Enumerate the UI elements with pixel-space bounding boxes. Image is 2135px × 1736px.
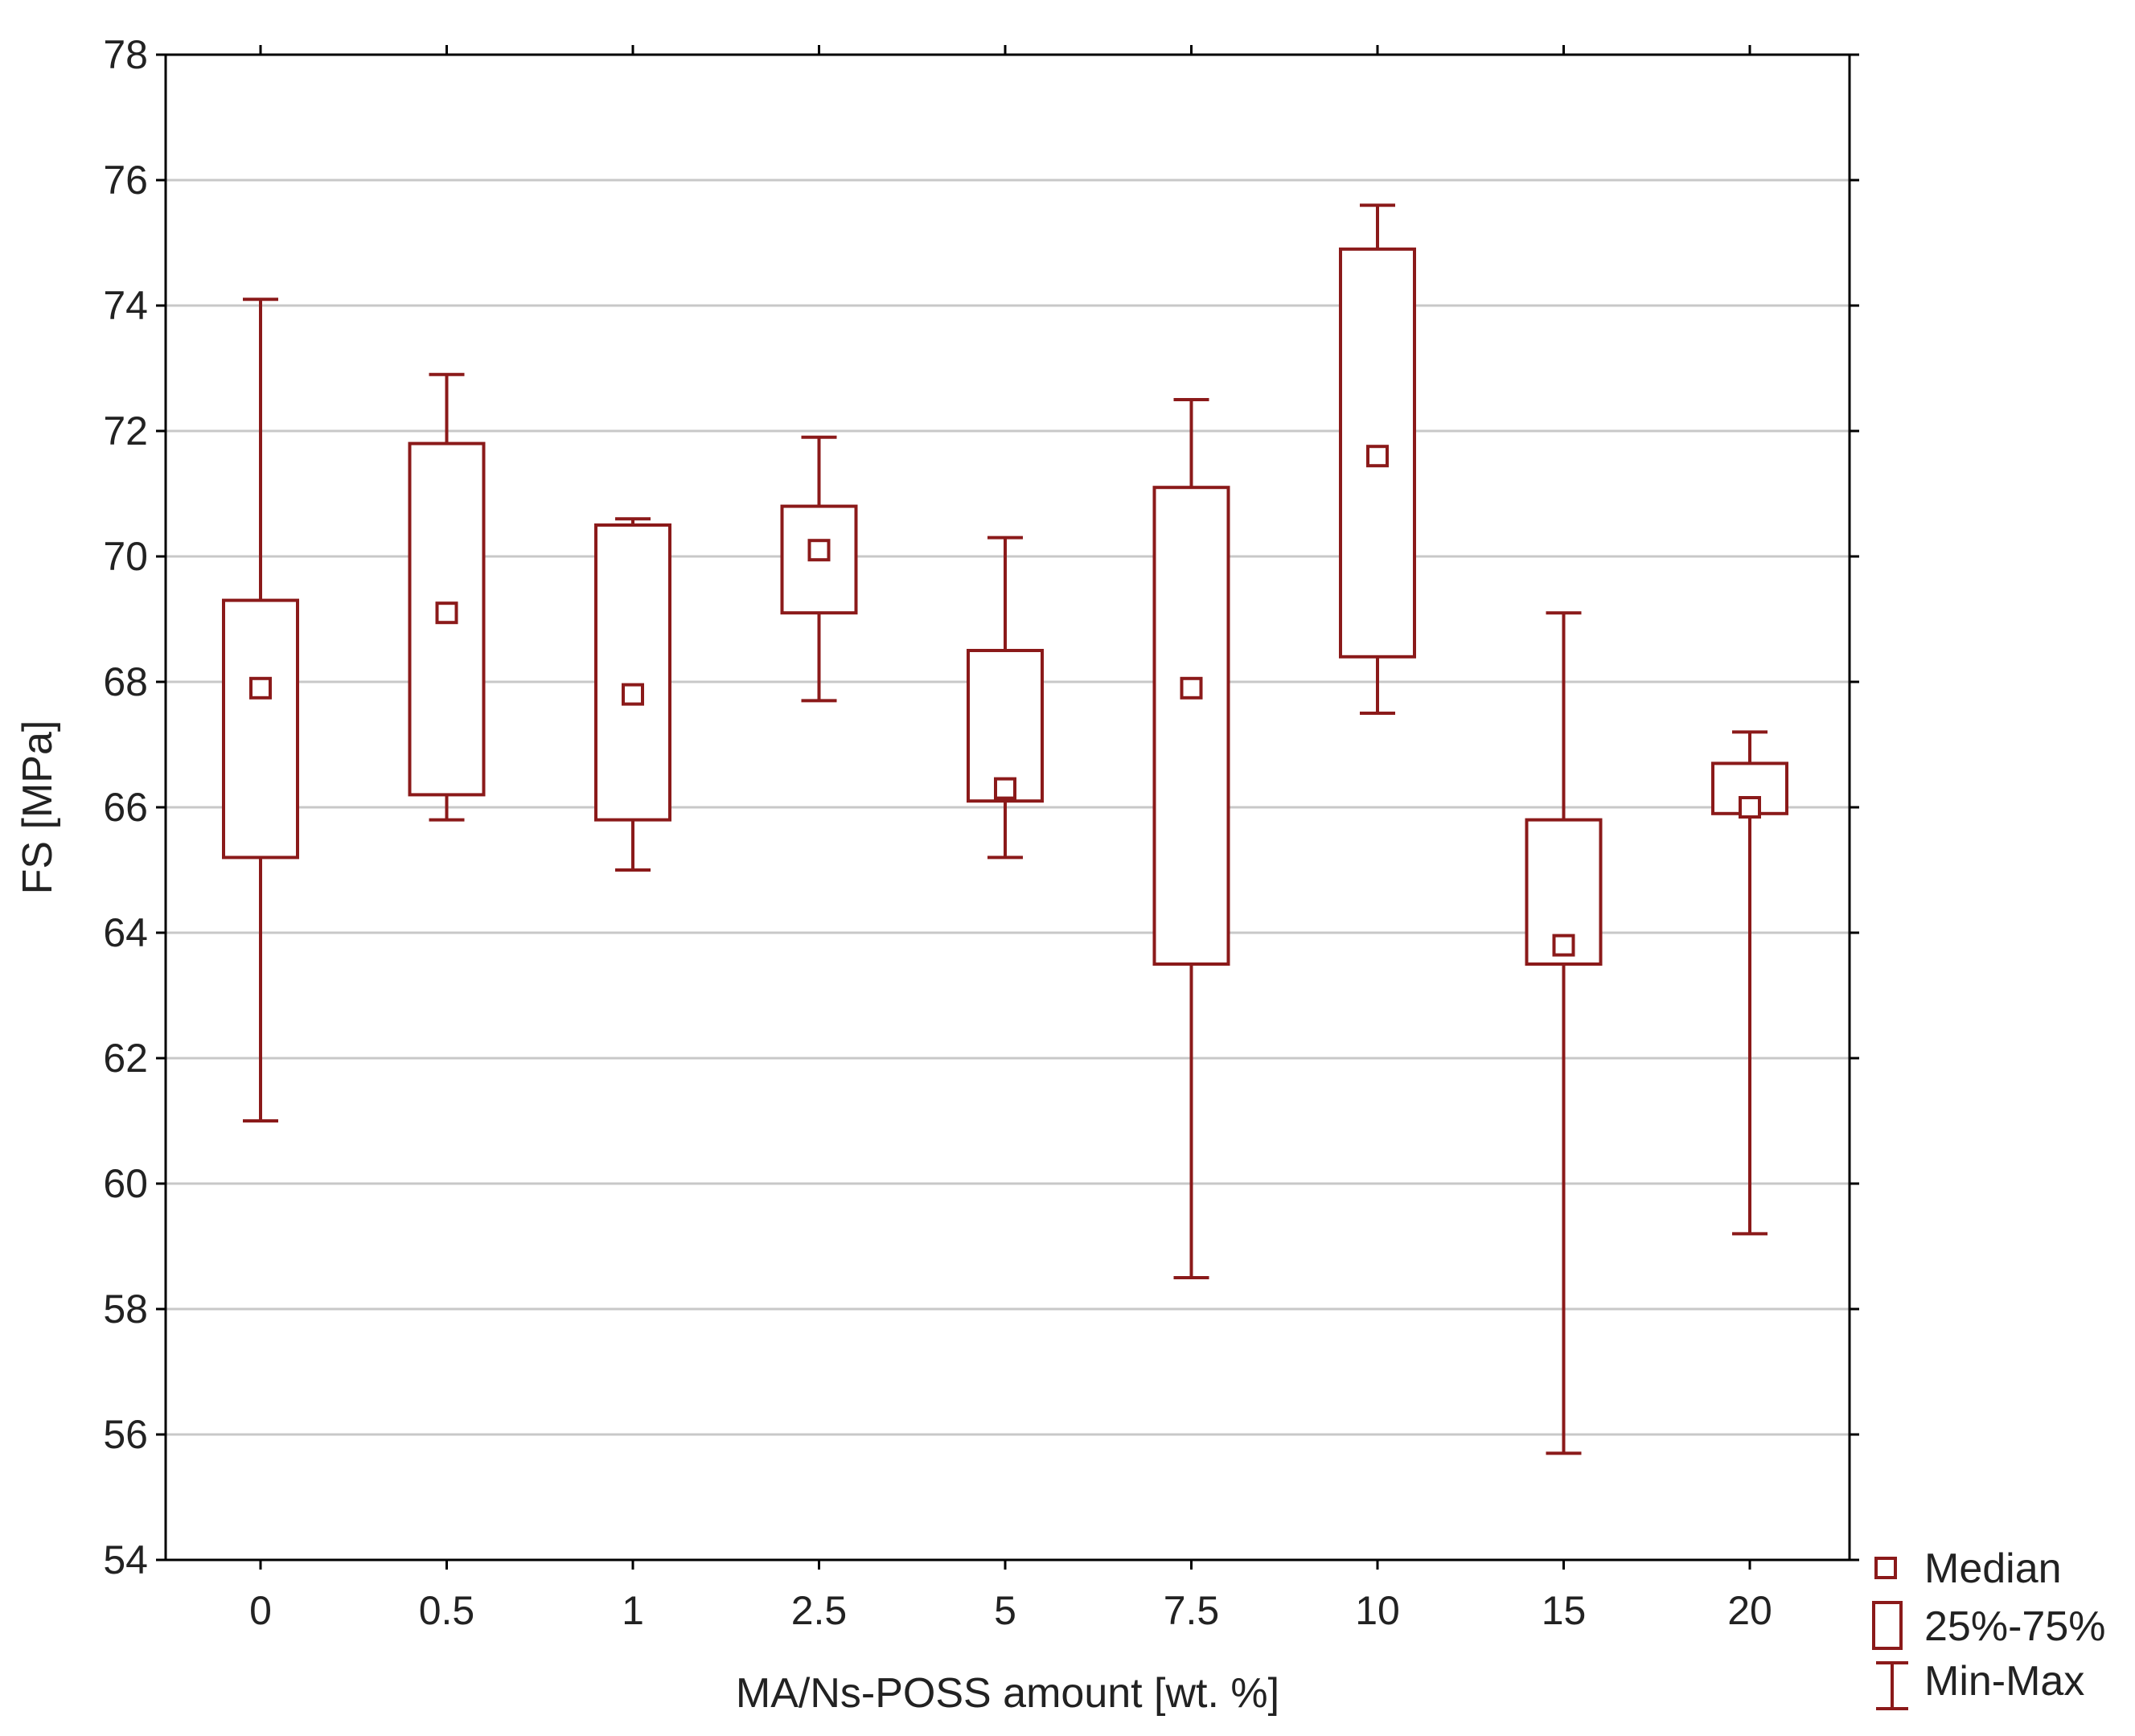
median-marker (1366, 445, 1389, 468)
x-tick-label: 1 (622, 1588, 644, 1633)
median-marker (994, 777, 1016, 800)
box-group (1152, 398, 1230, 1279)
box-group (1711, 730, 1788, 1236)
legend-median-label: Median (1924, 1545, 2062, 1592)
y-tick-label: 72 (103, 408, 148, 453)
iqr-box (222, 598, 299, 860)
legend-whisker-marker (1876, 1661, 1908, 1710)
median-marker (435, 601, 458, 625)
x-tick-label: 15 (1542, 1588, 1587, 1633)
median-marker (1739, 796, 1761, 819)
legend-median-marker (1874, 1557, 1897, 1579)
y-tick-label: 58 (103, 1287, 148, 1332)
x-tick-label: 2.5 (791, 1588, 848, 1633)
legend-box-label: 25%-75% (1924, 1603, 2105, 1650)
y-axis-ticks: 54 56 58 60 62 64 66 68 70 72 74 76 78 (103, 32, 1859, 1582)
legend: Median 25%-75% Min-Max (1872, 1545, 2105, 1710)
x-tick-label: 0 (249, 1588, 272, 1633)
legend-box-marker (1872, 1601, 1903, 1650)
y-tick-label: 76 (103, 158, 148, 203)
median-marker (807, 539, 831, 562)
legend-whisker-label: Min-Max (1924, 1658, 2084, 1705)
x-tick-label: 20 (1727, 1588, 1772, 1633)
y-tick-label: 68 (103, 659, 148, 704)
y-tick-label: 54 (103, 1537, 148, 1582)
median-marker (1552, 934, 1575, 957)
x-axis-title: MA/Ns-POSS amount [wt. %] (736, 1670, 1279, 1717)
y-tick-label: 70 (103, 534, 148, 579)
x-tick-label: 5 (994, 1588, 1016, 1633)
x-tick-label: 7.5 (1164, 1588, 1220, 1633)
y-tick-label: 56 (103, 1412, 148, 1457)
x-axis-ticks: 0 0.5 1 2.5 5 7.5 10 15 20 (249, 45, 1772, 1633)
median-marker (249, 676, 272, 700)
y-tick-label: 60 (103, 1161, 148, 1206)
median-marker (622, 683, 644, 706)
x-tick-label: 0.5 (419, 1588, 475, 1633)
y-tick-label: 62 (103, 1036, 148, 1081)
y-axis-title: FS [MPa] (14, 720, 61, 895)
box-group (408, 372, 486, 822)
iqr-box (1339, 247, 1416, 659)
y-tick-label: 78 (103, 32, 148, 77)
box-group (222, 298, 299, 1122)
median-marker (1180, 676, 1203, 700)
boxes (222, 203, 1788, 1455)
box-group (1525, 611, 1603, 1455)
y-tick-label: 74 (103, 283, 148, 328)
box-group (967, 536, 1044, 860)
y-tick-label: 66 (103, 785, 148, 830)
box-group (594, 517, 671, 872)
iqr-box (1152, 486, 1230, 966)
box-group (1339, 203, 1416, 715)
y-tick-label: 64 (103, 910, 148, 955)
iqr-box (594, 523, 671, 822)
box-group (780, 435, 858, 703)
x-tick-label: 10 (1355, 1588, 1400, 1633)
iqr-box (967, 649, 1044, 803)
